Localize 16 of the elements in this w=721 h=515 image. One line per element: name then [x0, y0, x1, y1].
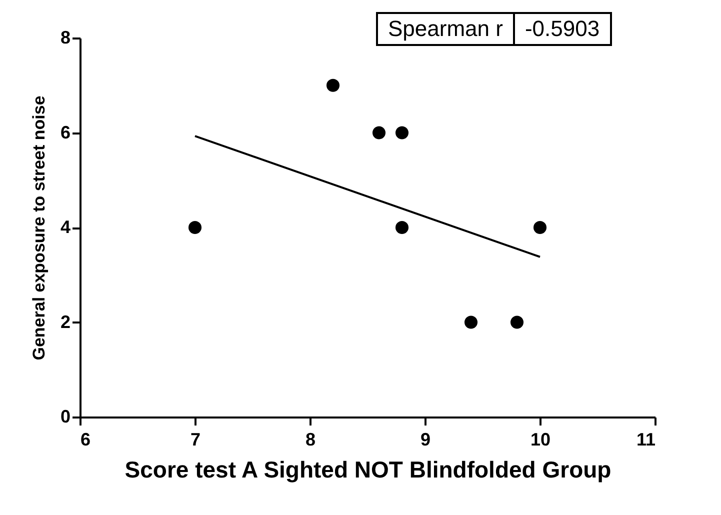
annotation: -0.5903 [512, 14, 610, 44]
y-tick-label: 2 [60, 312, 70, 332]
x-tick-label: 6 [80, 430, 91, 450]
y-tick-label: 4 [60, 217, 70, 237]
stat-table: Spearman r -0.5903 [376, 12, 612, 46]
x-tick-label: 11 [636, 430, 656, 450]
y-tick-label: 6 [60, 122, 70, 142]
annotation: Spearman r [387, 15, 504, 43]
x-tick-label: 9 [420, 430, 431, 450]
x-tick-label: 8 [305, 430, 316, 450]
y-tick-label: 0 [60, 406, 70, 426]
x-axis-title: Score test A Sighted NOT Blindfolded Group [124, 456, 612, 482]
x-tick-label: 7 [190, 430, 201, 450]
y-axis-title: General exposure to street noise [29, 96, 48, 360]
y-tick-label: 8 [60, 28, 70, 48]
x-tick-label: 10 [530, 430, 551, 450]
